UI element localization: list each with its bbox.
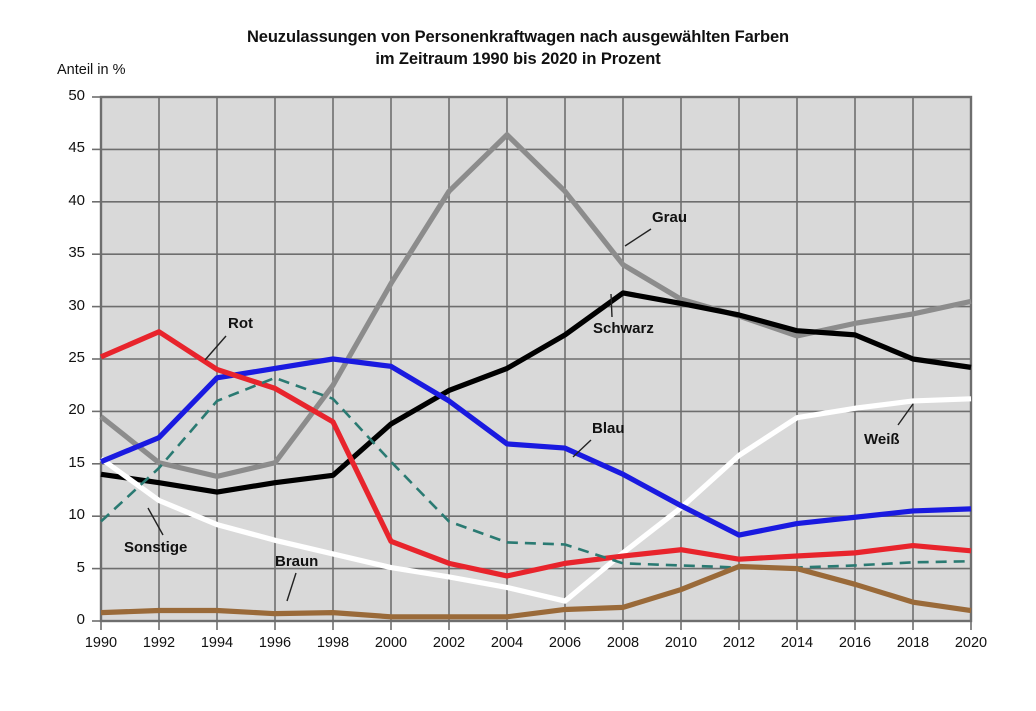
x-axis-tick-label: 2018 <box>896 635 930 651</box>
y-axis-label: Anteil in % <box>57 62 126 78</box>
y-axis-tick-label: 25 <box>68 349 85 366</box>
series-group <box>99 132 972 620</box>
x-axis-tick-label: 2016 <box>838 635 872 651</box>
series-line-braun <box>100 563 972 620</box>
y-axis-tick-label: 5 <box>76 558 85 576</box>
y-axis-tick-label: 10 <box>68 506 85 524</box>
series-line-grau <box>99 132 972 479</box>
chart-title: Neuzulassungen von Personenkraftwagen na… <box>0 26 1036 70</box>
leader-line-grau <box>624 228 652 247</box>
x-axis-tick-label: 1990 <box>84 635 118 651</box>
series-label-grau: Grau <box>652 209 688 226</box>
series-label-sonstige: Sonstige <box>124 539 188 556</box>
leader-line-blau <box>572 439 592 458</box>
y-axis-tick-label: 50 <box>68 87 85 104</box>
series-label-blau: Blau <box>592 420 625 437</box>
y-axis-tick-label: 35 <box>68 244 85 262</box>
series-line-blau <box>100 356 972 538</box>
y-axis-tick-label: 30 <box>68 296 85 314</box>
y-axis-tick-label: 15 <box>68 453 85 471</box>
series-line-weiß <box>99 396 972 604</box>
leader-line-sonstige <box>147 507 164 536</box>
annotation-leaders <box>147 228 914 602</box>
x-axis-tick-label: 1992 <box>142 635 176 651</box>
series-label-schwarz: Schwarz <box>593 320 654 337</box>
leader-line-schwarz <box>610 293 613 318</box>
x-axis-tick-label: 1998 <box>316 635 350 651</box>
x-tick-marks <box>92 96 972 630</box>
x-axis-tick-label: 2004 <box>490 635 524 651</box>
series-label-weiß: Weiß <box>864 431 900 448</box>
y-axis-tick-label: 0 <box>76 611 85 628</box>
chart-title-line-1: Neuzulassungen von Personenkraftwagen na… <box>246 28 790 46</box>
x-axis-tick-label: 2002 <box>432 635 466 651</box>
series-line-rot <box>99 329 972 579</box>
x-axis-tick-label: 1994 <box>200 635 234 651</box>
x-axis-tick-label: 2020 <box>954 635 988 651</box>
series-line-sonstige <box>100 376 972 569</box>
y-axis-tick-label: 40 <box>68 191 85 209</box>
leader-line-rot <box>204 335 227 361</box>
series-line-schwarz <box>100 290 972 495</box>
x-axis-tick-label: 2000 <box>374 635 408 651</box>
x-axis-tick-label: 2010 <box>664 635 698 651</box>
series-label-braun: Braun <box>275 553 319 570</box>
x-axis-tick-label: 2014 <box>780 635 814 651</box>
chart-title-line-2: im Zeitraum 1990 bis 2020 in Prozent <box>375 50 661 68</box>
leader-line-braun <box>286 572 297 602</box>
x-axis-tick-label: 2006 <box>548 635 582 651</box>
x-axis-tick-label: 2008 <box>606 635 640 651</box>
series-label-rot: Rot <box>228 315 253 332</box>
grid-lines <box>101 97 971 621</box>
y-axis-tick-label: 20 <box>68 401 85 419</box>
y-axis-tick-label: 45 <box>68 139 85 157</box>
x-axis-tick-label: 1996 <box>258 635 292 651</box>
leader-line-weiß <box>897 403 914 426</box>
x-axis-tick-label: 2012 <box>722 635 756 651</box>
